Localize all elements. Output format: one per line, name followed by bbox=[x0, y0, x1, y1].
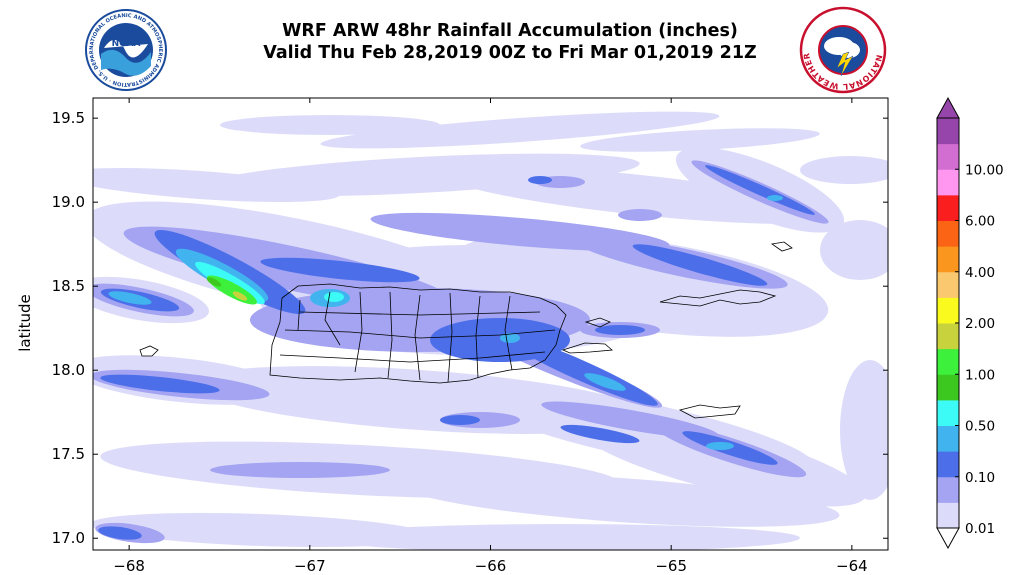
colorbar-tick-label: 0.10 bbox=[965, 470, 995, 486]
coastline bbox=[139, 241, 793, 419]
y-tick-label: 18.0 bbox=[52, 361, 85, 379]
x-tick-label: −65 bbox=[655, 557, 687, 575]
rainfall-band-1.50 bbox=[232, 291, 248, 301]
colorbar-segment bbox=[937, 220, 959, 247]
x-axis: −68 −67 −66 −65 −64 bbox=[113, 98, 868, 575]
municipality-lines bbox=[279, 291, 556, 383]
colorbar-extend-min bbox=[936, 527, 960, 550]
y-axis: 17.0 17.5 18.0 18.5 19.0 19.5 bbox=[52, 109, 888, 547]
colorbar-segment bbox=[937, 374, 959, 401]
colorbar-segment bbox=[937, 169, 959, 196]
colorbar-segment bbox=[937, 399, 959, 426]
virgin-islands-outline bbox=[659, 289, 777, 307]
x-tick-label: −67 bbox=[294, 557, 326, 575]
rainfall-band-0.75 bbox=[206, 277, 222, 287]
rainfall-field bbox=[93, 111, 888, 550]
colorbar-segment bbox=[937, 194, 959, 221]
x-tick-label: −68 bbox=[113, 557, 145, 575]
chart-title: WRF ARW 48hr Rainfall Accumulation (inch… bbox=[282, 21, 738, 41]
y-tick-label: 18.5 bbox=[52, 277, 85, 295]
colorbar-tick-label: 0.01 bbox=[965, 521, 995, 537]
colorbar-segment bbox=[937, 297, 959, 324]
colorbar-tick-label: 10.00 bbox=[965, 162, 1004, 178]
y-axis-label: latitude bbox=[16, 294, 34, 352]
colorbar-tick-label: 1.00 bbox=[965, 367, 995, 383]
x-tick-label: −64 bbox=[836, 557, 868, 575]
chart-subtitle: Valid Thu Feb 28,2019 00Z to Fri Mar 01,… bbox=[263, 43, 757, 63]
nws-logo: NATIONAL WEATHER SERVICE bbox=[799, 6, 887, 94]
colorbar-segment bbox=[937, 323, 959, 350]
y-tick-label: 19.0 bbox=[52, 193, 85, 211]
colorbar-segment bbox=[937, 451, 959, 478]
st-croix-outline bbox=[678, 404, 741, 419]
culebra-outline bbox=[584, 317, 611, 328]
colorbar-extend-max bbox=[936, 96, 960, 119]
x-tick-label: −66 bbox=[475, 557, 507, 575]
colorbar: 0.01 0.10 0.50 1.00 2.00 4.00 6.00 10.00 bbox=[936, 96, 1004, 550]
puerto-rico-outline bbox=[269, 283, 567, 384]
y-tick-label: 17.5 bbox=[52, 445, 85, 463]
y-tick-label: 17.0 bbox=[52, 529, 85, 547]
colorbar-tick-label: 4.00 bbox=[965, 265, 995, 281]
y-tick-label: 19.5 bbox=[52, 109, 85, 127]
colorbar-tick-label: 2.00 bbox=[965, 316, 995, 332]
mona-island-outline bbox=[139, 345, 159, 357]
colorbar-segment bbox=[937, 476, 959, 503]
colorbar-segment bbox=[937, 143, 959, 170]
colorbar-segment bbox=[937, 271, 959, 298]
anegada-outline bbox=[770, 241, 793, 252]
vieques-outline bbox=[561, 342, 613, 354]
colorbar-tick-label: 0.50 bbox=[965, 419, 995, 435]
colorbar-segment bbox=[937, 246, 959, 273]
colorbar-segment bbox=[937, 425, 959, 452]
noaa-logo-text: NOAA bbox=[112, 39, 141, 49]
colorbar-tick-label: 6.00 bbox=[965, 214, 995, 230]
colorbar-segment bbox=[937, 348, 959, 375]
colorbar-segment bbox=[937, 118, 959, 145]
colorbar-segment bbox=[937, 502, 959, 529]
noaa-logo: NATIONAL OCEANIC AND ATMOSPHERIC ADMINIS… bbox=[84, 8, 167, 91]
